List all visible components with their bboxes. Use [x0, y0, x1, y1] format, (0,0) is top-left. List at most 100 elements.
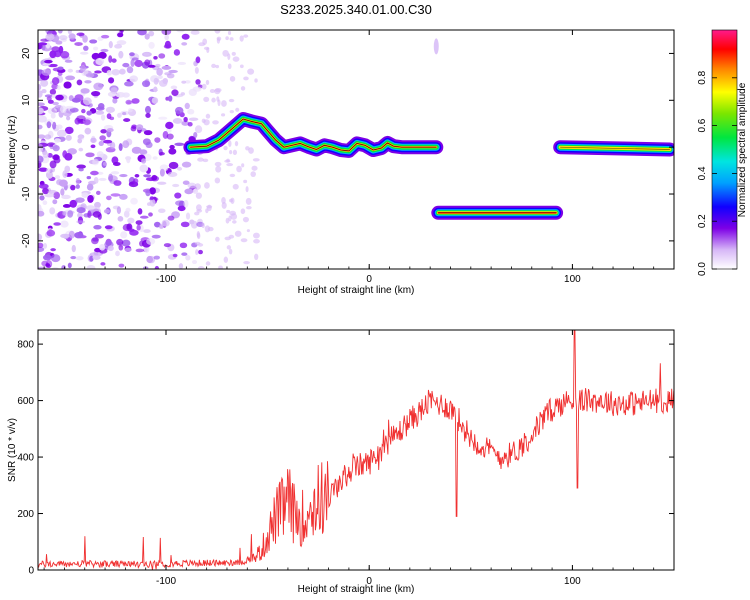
spectrogram-noise-blob	[243, 34, 249, 38]
spectrogram-noise-blob	[157, 181, 167, 185]
spectrogram-noise-blob	[38, 183, 49, 189]
spectrogram-noise-blob	[58, 35, 68, 41]
spectrogram-noise-blob	[253, 238, 260, 244]
spectrogram-noise-blob	[183, 199, 189, 208]
spectrogram-noise-blob	[176, 30, 186, 33]
spectrogram-noise-blob	[44, 94, 53, 98]
spectrogram-noise-blob	[221, 113, 226, 117]
spectrogram-noise-blob	[158, 75, 163, 80]
spectrogram-noise-blob	[184, 102, 190, 110]
spectrogram-noise-blob	[57, 71, 63, 76]
spectrogram-noise-blob	[51, 83, 59, 90]
spectrogram-x-tick-label: -100	[156, 274, 176, 285]
spectrogram-noise-blob	[223, 256, 229, 263]
spectrogram-noise-blob	[83, 45, 89, 51]
spectrogram-noise-blob	[174, 192, 182, 199]
spectrogram-noise-blob	[181, 120, 190, 126]
spectrogram-noise-blob	[68, 33, 76, 40]
spectrogram-noise-blob	[109, 141, 116, 150]
spectrogram-noise-blob	[134, 173, 140, 178]
spectrogram-noise-blob	[215, 64, 220, 69]
spectrogram-noise-blob	[67, 210, 74, 218]
spectrogram-noise-blob	[168, 148, 177, 155]
spectrogram-noise-blob	[118, 50, 124, 59]
spectrogram-noise-blob	[98, 140, 104, 146]
spectrogram-noise-blob	[38, 155, 44, 164]
spectrogram-noise-blob	[50, 112, 56, 119]
spectrogram-noise-blob	[116, 40, 127, 46]
spectrogram-noise-blob	[93, 82, 104, 91]
spectrogram-noise-blob	[69, 107, 79, 113]
spectrogram-noise-blob	[207, 226, 214, 232]
spectrogram-noise-blob	[224, 236, 231, 241]
spectrogram-noise-blob	[86, 110, 92, 116]
spectrogram-noise-blob	[94, 70, 102, 74]
snr-y-tick-label: 0	[28, 566, 34, 577]
snr-panel: -100 0 100 0 200 400 600 800 Height of straight…	[7, 329, 675, 595]
spectrogram-noise-blob	[51, 77, 60, 85]
spectrogram-noise-blob	[212, 120, 219, 125]
spectrogram-noise-blob	[221, 201, 227, 209]
spectrogram-noise-blob	[116, 238, 124, 246]
spectrogram-noise-blob	[118, 143, 123, 152]
spectrogram-y-tick-label: 20	[21, 47, 32, 59]
spectrogram-noise-blob	[124, 81, 134, 87]
spectrogram-noise-blob	[61, 194, 71, 200]
spectrogram-noise-blob	[98, 177, 107, 181]
spectrogram-noise-blob	[232, 56, 240, 62]
spectrogram-noise-blob	[231, 51, 236, 56]
spectrogram-noise-blob	[38, 204, 42, 212]
spectrogram-noise-blob	[91, 237, 99, 245]
spectrogram-noise-blob	[230, 197, 235, 204]
spectrogram-noise-blob	[67, 68, 73, 73]
spectrogram-noise-blob	[175, 200, 185, 207]
spectrogram-noise-blob	[129, 229, 139, 236]
spectrogram-noise-blob	[184, 80, 191, 84]
spectrogram-noise-blob	[181, 161, 192, 168]
spectrogram-noise-blob	[90, 144, 96, 149]
spectrogram-noise-blob	[181, 80, 187, 84]
spectrogram-noise-blob	[177, 61, 187, 66]
spectrogram-noise-blob	[108, 41, 113, 49]
spectrogram-noise-blob	[202, 158, 209, 163]
spectrogram-noise-blob	[78, 147, 84, 152]
spectrogram-noise-blob	[110, 171, 120, 175]
spectrogram-noise-blob	[240, 208, 246, 215]
spectrogram-noise-blob	[60, 220, 69, 228]
spectrogram-noise-blob	[90, 170, 99, 176]
spectrogram-noise-blob	[60, 50, 70, 59]
spectrogram-noise-blob	[89, 39, 98, 44]
spectrogram-noise-blob	[118, 263, 125, 268]
spectrogram-noise-blob	[235, 107, 240, 112]
spectrogram-noise-blob	[158, 224, 164, 229]
spectrogram-noise-blob	[67, 262, 72, 269]
spectrogram-noise-blob	[195, 56, 201, 64]
spectrogram-noise-blob	[74, 232, 84, 239]
spectrogram-noise-blob	[38, 210, 45, 217]
spectrogram-noise-blob	[153, 86, 158, 93]
spectrogram-noise-blob	[38, 134, 46, 139]
spectrogram-noise-blob	[111, 58, 117, 63]
colorbar-gradient	[712, 30, 737, 269]
spectrogram-noise-blob	[147, 64, 156, 68]
spectrogram-noise-blob	[143, 229, 151, 234]
spectrogram-noise-blob	[76, 115, 86, 122]
spectrogram-noise-blob	[79, 51, 89, 55]
spectrogram-noise-blob	[130, 126, 137, 132]
spectrogram-noise-blob	[184, 188, 194, 195]
spectrogram-noise-blob	[137, 208, 143, 215]
spectrogram-noise-blob	[148, 41, 155, 49]
spectrogram-noise-blob	[149, 198, 156, 207]
spectrogram-noise-blob	[53, 191, 61, 200]
spectrogram-noise-blob	[118, 244, 124, 251]
spectrogram-noise-blob	[38, 42, 48, 46]
spectrogram-noise-blob	[107, 245, 114, 252]
spectrogram-noise-blob	[38, 90, 43, 98]
spectrogram-noise-blob	[70, 184, 76, 191]
spectrogram-noise-blob	[197, 265, 205, 269]
spectrogram-noise-blob	[191, 259, 198, 265]
spectrogram-noise-blob	[148, 212, 153, 217]
snr-ticks: -100 0 100 0 200 400 600 800	[17, 330, 675, 587]
spectrogram-noise-blob	[129, 75, 139, 83]
snr-y-tick-label: 400	[17, 453, 34, 464]
